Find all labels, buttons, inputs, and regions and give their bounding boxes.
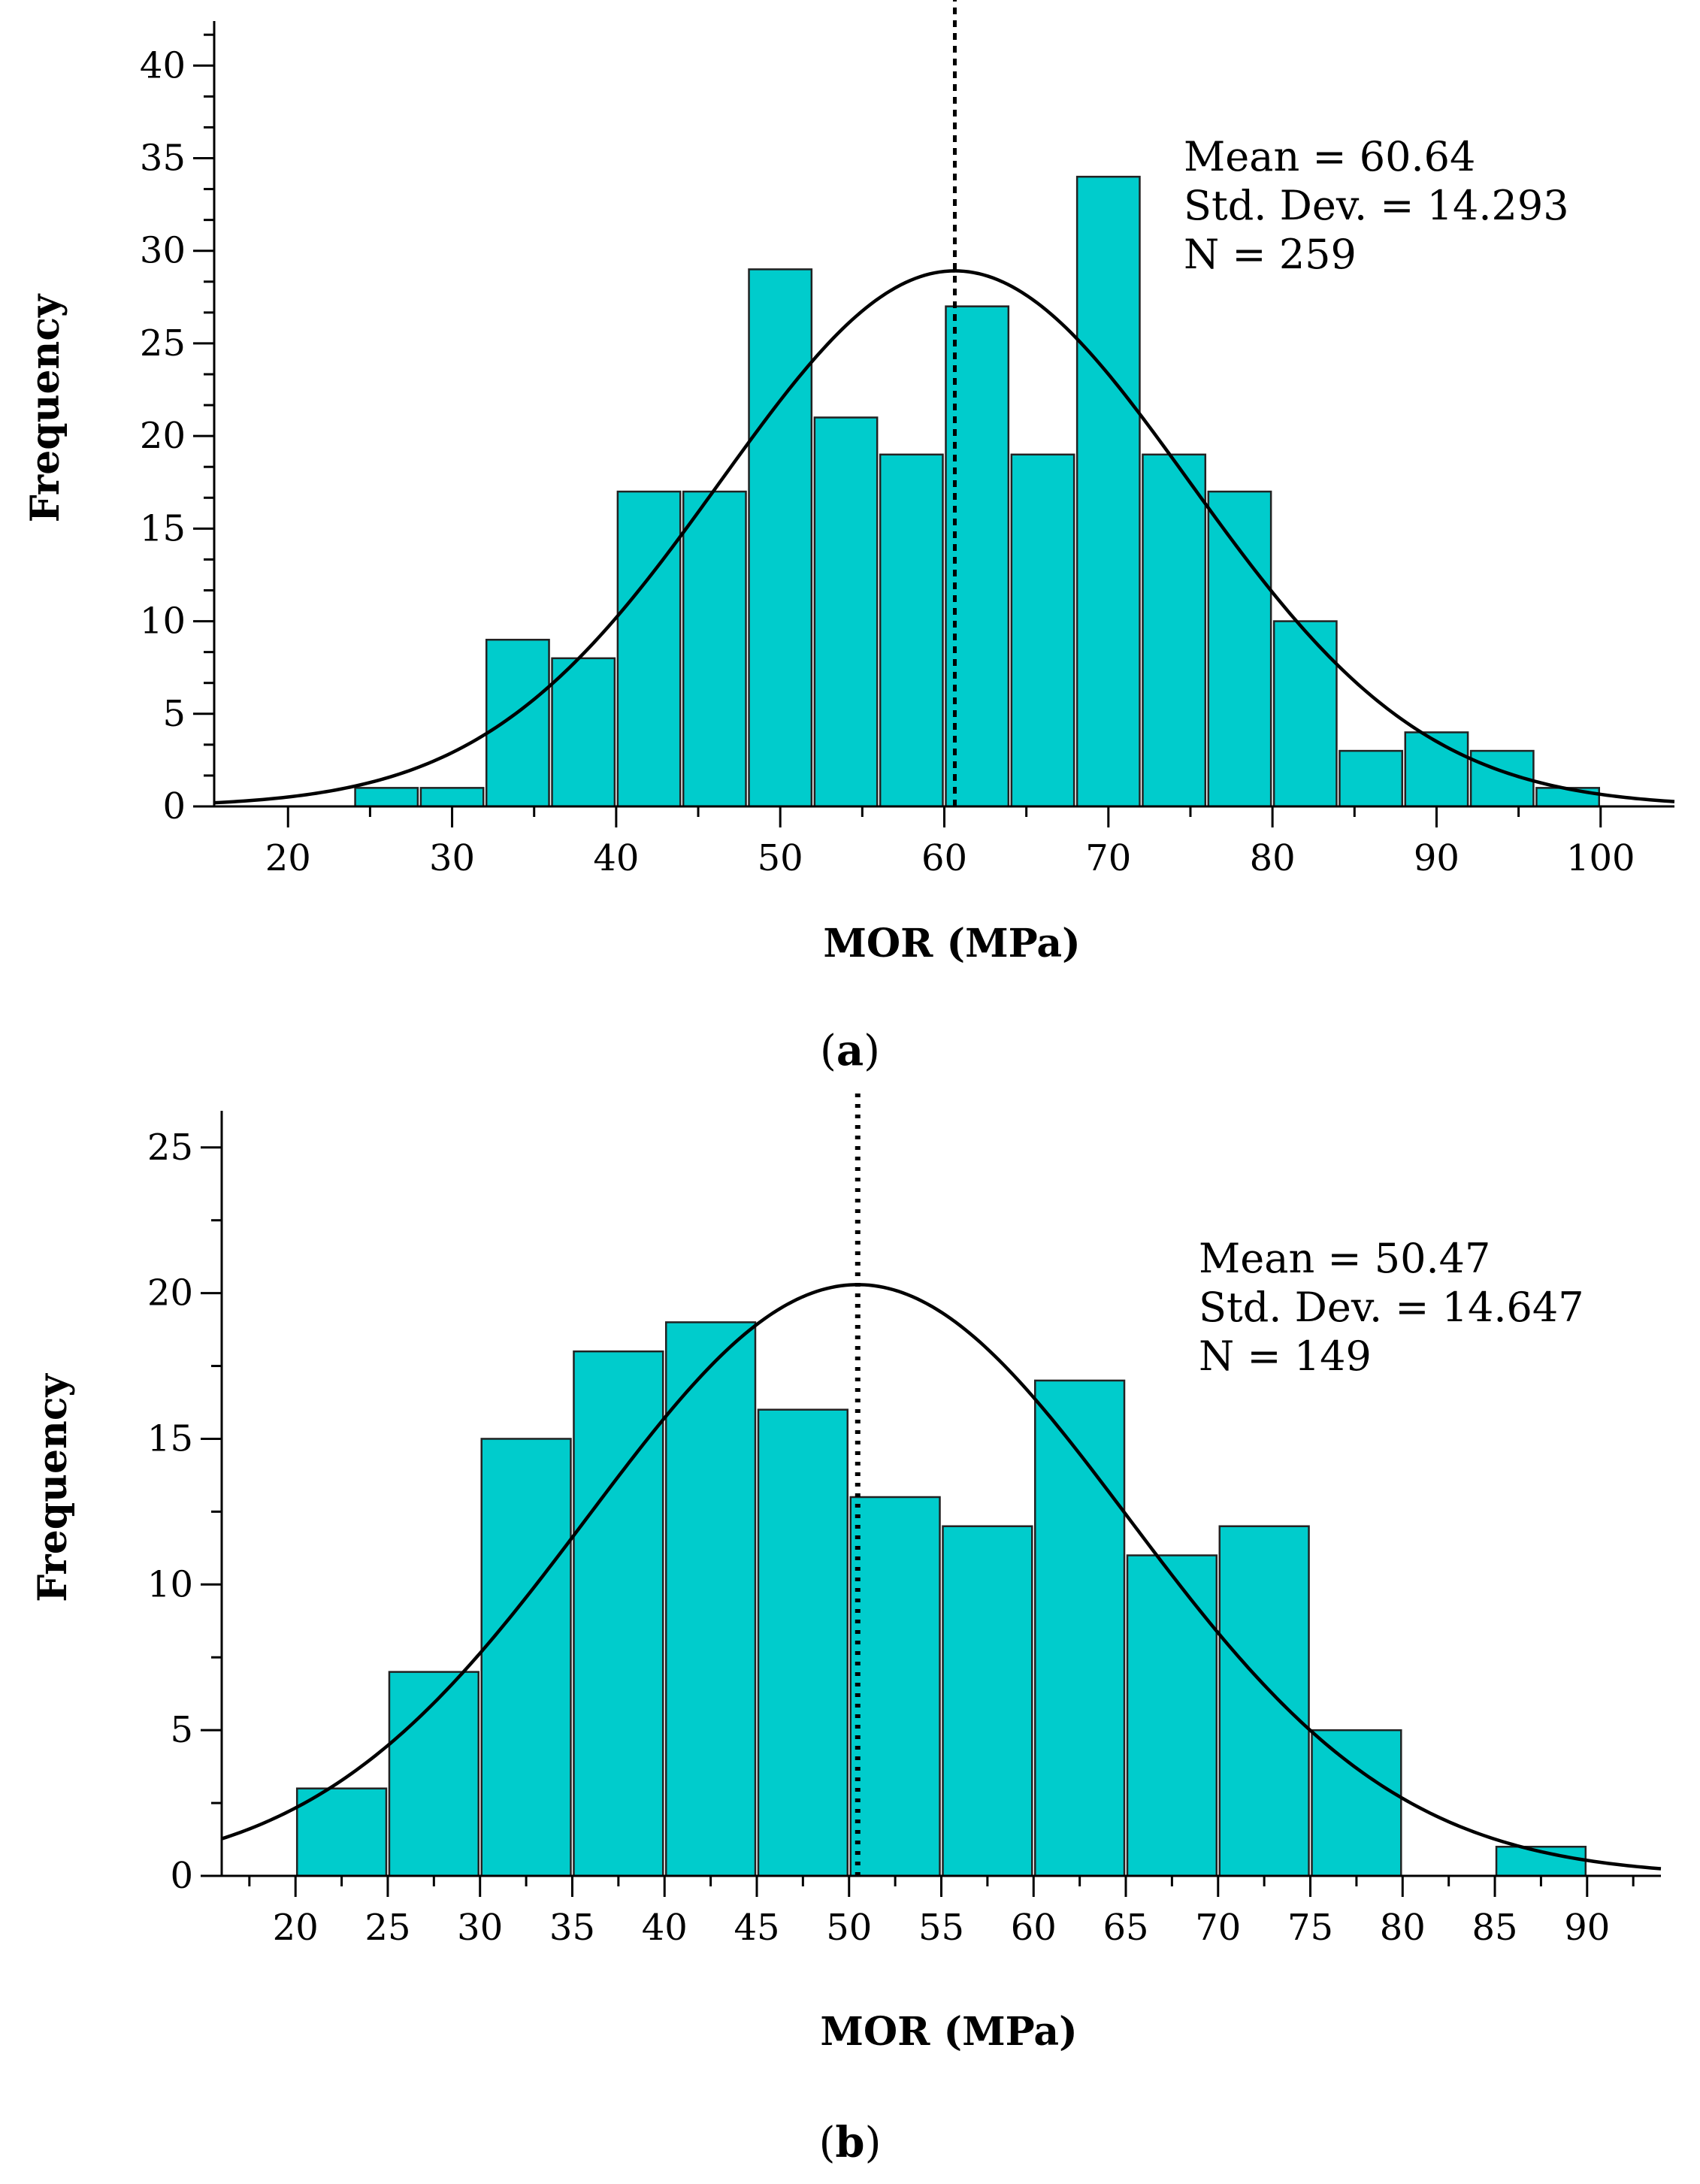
x-tick-label: 100 [1566, 837, 1635, 879]
histogram-bar-4 [573, 1350, 664, 1877]
stats-line-3: N = 149 [1199, 1332, 1372, 1380]
panel-label-a-letter: a [836, 1026, 864, 1075]
histogram-bar-15 [1272, 620, 1338, 808]
histogram-bar-6 [682, 490, 747, 808]
histogram-bar-7 [748, 268, 813, 808]
x-tick-label: 50 [758, 837, 803, 879]
x-tick-label: 65 [1103, 1907, 1148, 1949]
x-tick-label: 75 [1287, 1907, 1333, 1949]
y-tick-label: 0 [170, 1855, 193, 1897]
x-tick-label: 70 [1085, 837, 1131, 879]
histogram-bar-10 [1126, 1554, 1218, 1877]
y-tick-label: 5 [162, 693, 186, 735]
histogram-bar-12 [1311, 1729, 1402, 1877]
x-tick-label: 50 [826, 1907, 872, 1949]
normal-curve [213, 269, 1675, 805]
x-axis-title: MOR (MPa) [823, 921, 1080, 966]
stats-line-2: Std. Dev. = 14.293 [1184, 182, 1569, 229]
x-tick-label: 60 [1011, 1907, 1057, 1949]
axes [193, 21, 1674, 827]
histogram-bar-17 [1404, 731, 1469, 808]
x-tick-labels: 20 25 30 35 40 45 50 55 60 65 70 75 80 85 90 [273, 1907, 1611, 1949]
histogram-bar-7 [849, 1496, 941, 1877]
panel-label-b-letter: b [835, 2118, 865, 2167]
histogram-bar-1 [295, 1787, 388, 1877]
bars-group [295, 1321, 1587, 1877]
axes [201, 1111, 1661, 1897]
histogram-bar-5 [616, 490, 682, 808]
histogram-bar-14 [1207, 490, 1272, 808]
stats-line-1: Mean = 50.47 [1199, 1235, 1490, 1282]
stats-line-2: Std. Dev. = 14.647 [1199, 1284, 1584, 1331]
histogram-bar-3 [485, 638, 550, 808]
y-tick-label: 5 [170, 1709, 193, 1751]
y-tick-label: 15 [140, 507, 186, 549]
panel-label-a: (a) [819, 1026, 880, 1075]
normal-curve [221, 1283, 1662, 1871]
y-tick-label: 10 [147, 1563, 193, 1605]
y-tick-label: 15 [147, 1417, 193, 1460]
x-tick-label: 20 [265, 837, 311, 879]
x-tick-label: 25 [365, 1907, 410, 1949]
histogram-bar-16 [1339, 749, 1404, 808]
histogram-bar-9 [1034, 1379, 1126, 1877]
histogram-bar-12 [1075, 175, 1141, 808]
histogram-bar-8 [942, 1525, 1033, 1877]
x-tick-label: 70 [1195, 1907, 1241, 1949]
x-tick-label: 30 [429, 837, 475, 879]
x-tick-label: 80 [1250, 837, 1296, 879]
histogram-bar-4 [551, 657, 616, 808]
panel-label-b: (b) [818, 2118, 882, 2167]
histogram-chart-b: 20 25 30 35 40 45 50 55 60 65 70 75 80 85 90 051015202… [30, 1092, 1662, 2055]
histogram-bar-13 [1142, 453, 1207, 808]
stats-line-3: N = 259 [1184, 231, 1357, 278]
y-tick-label: 40 [140, 44, 186, 86]
histogram-bar-3 [480, 1438, 572, 1877]
x-tick-label: 40 [642, 1907, 688, 1949]
x-tick-label: 20 [273, 1907, 319, 1949]
x-axis-title: MOR (MPa) [820, 2009, 1077, 2055]
histogram-bar-6 [757, 1408, 848, 1877]
histogram-bar-1 [354, 787, 419, 808]
histogram-bar-8 [813, 416, 879, 808]
y-tick-label: 20 [147, 1272, 193, 1314]
x-tick-label: 60 [921, 837, 967, 879]
bars-group [354, 175, 1601, 808]
x-tick-label: 90 [1564, 1907, 1610, 1949]
y-axis-title: Frequency [30, 1373, 76, 1602]
histogram-bar-11 [1010, 453, 1075, 808]
histogram-chart-a: 20 30 40 50 60 70 80 90 100 0 5 10 15 20 25 30 35 40 MOR… [23, 0, 1675, 966]
histogram-bar-9 [879, 453, 944, 808]
histogram-bar-2 [388, 1671, 479, 1877]
y-tick-label: 25 [140, 322, 186, 365]
x-tick-labels: 20 30 40 50 60 70 80 90 100 [265, 837, 1635, 879]
x-tick-label: 40 [593, 837, 639, 879]
histogram-bar-11 [1218, 1525, 1310, 1877]
x-tick-label: 85 [1472, 1907, 1517, 1949]
x-tick-label: 55 [918, 1907, 964, 1949]
y-axis-title: Frequency [23, 293, 68, 522]
stats-line-1: Mean = 60.64 [1184, 133, 1475, 180]
y-tick-label: 0 [162, 785, 186, 827]
y-tick-labels: 0 5 10 15 20 25 30 35 40 [140, 44, 186, 827]
histogram-bar-2 [419, 787, 485, 808]
x-tick-label: 45 [734, 1907, 779, 1949]
y-tick-label: 30 [140, 230, 186, 272]
histogram-bar-19 [1535, 787, 1601, 808]
x-tick-label: 80 [1380, 1907, 1426, 1949]
y-tick-label: 25 [147, 1127, 193, 1169]
y-tick-label: 10 [140, 600, 186, 643]
y-tick-label: 35 [140, 138, 186, 180]
x-tick-label: 30 [457, 1907, 503, 1949]
histogram-bar-5 [664, 1321, 757, 1877]
x-tick-label: 90 [1414, 837, 1460, 879]
y-tick-labels: 0 5 10 15 20 25 [147, 1127, 193, 1897]
x-tick-label: 35 [549, 1907, 595, 1949]
y-tick-label: 20 [140, 415, 186, 457]
